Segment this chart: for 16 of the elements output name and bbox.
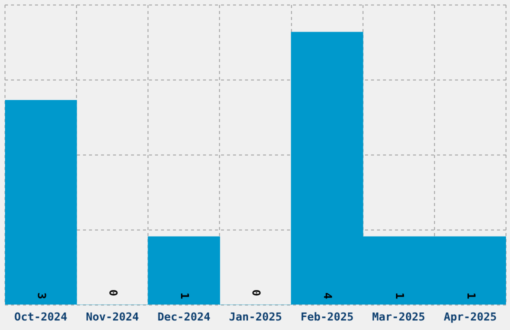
- data-label: 0: [250, 289, 263, 296]
- data-label: 4: [321, 292, 334, 300]
- data-label: 0: [106, 289, 120, 296]
- x-tick-label: Apr-2025: [444, 310, 497, 324]
- x-tick-label: Mar-2025: [372, 310, 426, 324]
- x-tick-label: Nov-2024: [86, 310, 140, 324]
- data-label: 1: [464, 292, 478, 300]
- x-tick-label: Feb-2025: [300, 310, 354, 324]
- bar: [5, 100, 77, 305]
- x-tick-label: Dec-2024: [157, 310, 211, 324]
- data-label: 1: [392, 292, 406, 300]
- x-tick-label: Oct-2024: [14, 310, 68, 324]
- x-tick-label: Jan-2025: [229, 310, 282, 324]
- data-label: 3: [34, 292, 48, 300]
- data-label: 1: [178, 292, 192, 300]
- bar: [148, 236, 220, 305]
